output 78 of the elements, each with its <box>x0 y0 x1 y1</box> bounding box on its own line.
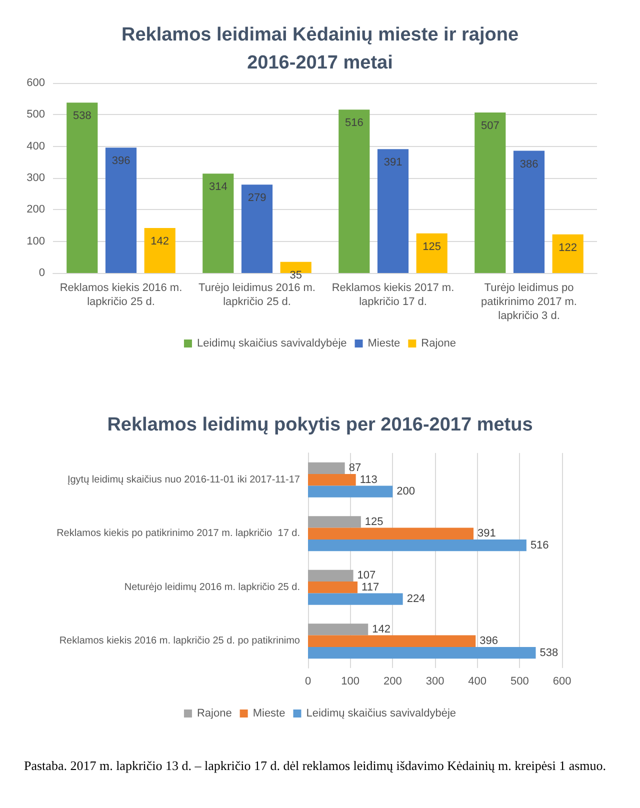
y-tick-label: 300 <box>26 172 45 184</box>
x-tick-label: 400 <box>468 676 487 688</box>
bar <box>202 174 234 273</box>
data-label: 224 <box>406 593 426 606</box>
data-label: 117 <box>362 581 380 594</box>
x-tick-label: 600 <box>552 676 572 688</box>
bar <box>308 474 356 486</box>
legend-label: Rajone <box>421 338 456 350</box>
data-label: 516 <box>344 117 364 130</box>
bar <box>308 528 474 540</box>
data-label: 279 <box>248 192 266 204</box>
data-label: 113 <box>360 474 378 486</box>
bar <box>308 462 345 474</box>
data-label: 507 <box>480 120 500 132</box>
bar <box>513 150 545 273</box>
legend-label: Rajone <box>196 708 232 720</box>
legend-label: Leidimų skaičius savivaldybėje <box>196 338 347 350</box>
bar <box>308 570 354 582</box>
data-label: 125 <box>422 240 442 253</box>
y-tick-label: Reklamos kiekis 2016 m. lapkričio 25 d. po patikrinimo <box>59 636 300 647</box>
data-label: 538 <box>72 110 92 122</box>
y-tick-label: 400 <box>26 140 45 152</box>
bar <box>338 110 370 273</box>
bar <box>241 184 273 273</box>
data-label: 386 <box>520 158 538 170</box>
bar <box>552 234 584 273</box>
data-label: 200 <box>396 486 416 498</box>
bar <box>377 149 409 273</box>
bar <box>308 593 403 605</box>
y-tick-label: 500 <box>26 108 45 121</box>
x-tick-label: 100 <box>341 676 360 688</box>
bar <box>308 624 368 636</box>
y-tick-label: Neturėjo leidimų 2016 m. lapkričio 25 d. <box>124 582 300 593</box>
y-tick-label: 100 <box>26 235 45 248</box>
bar <box>144 228 176 273</box>
x-tick-label: Reklamos kiekis 2016 m. lapkričio 25 d. <box>60 282 182 308</box>
bar <box>308 516 361 528</box>
y-tick-label: 0 <box>38 267 45 279</box>
data-label: 391 <box>384 156 402 169</box>
bar <box>308 539 526 552</box>
data-label: 87 <box>348 462 362 474</box>
data-label: 314 <box>208 181 228 194</box>
data-label: 35 <box>290 269 302 282</box>
data-label: 125 <box>364 516 384 528</box>
data-label: 122 <box>558 242 578 254</box>
y-tick-label: Reklamos kiekis po patikrinimo 2017 m. lapkričio 17 d. <box>56 528 300 540</box>
data-label: 107 <box>357 570 376 582</box>
data-label: 538 <box>540 646 558 659</box>
bar <box>416 233 448 273</box>
legend-label: Mieste <box>252 708 286 720</box>
chart-title: Reklamos leidimai Kėdainių mieste ir rajone 2016-2017 metai <box>121 24 519 74</box>
y-tick-label: 600 <box>26 77 45 89</box>
legend-label: Leidimų skaičius savivaldybėje <box>306 708 456 720</box>
bar <box>474 112 506 273</box>
data-label: 396 <box>112 155 130 168</box>
bar <box>308 646 536 659</box>
x-tick-label: Reklamos kiekis 2017 m. lapkričio 17 d. <box>332 282 454 308</box>
bar <box>308 635 476 647</box>
x-tick-label: Turėjo leidimus po patikrinimo 2017 m. lapkričio 3 d. <box>481 282 577 322</box>
bar <box>105 148 137 273</box>
data-label: 142 <box>150 236 170 248</box>
text: Pastaba. 2017 m. lapkričio 13 d. – lapkričio 17 d. dėl reklamos leidimų išdavimo Kėdainių m. kreipėsi 1 asmuo. <box>23 758 608 774</box>
x-tick-label: 300 <box>426 676 444 688</box>
legend-label: Mieste <box>368 338 400 350</box>
x-tick-label: 500 <box>510 676 529 688</box>
bar <box>66 102 98 273</box>
chart-title: Reklamos leidimų pokytis per 2016-2017 metus <box>107 414 533 436</box>
x-tick-label: 200 <box>383 676 402 688</box>
data-label: 142 <box>372 623 390 636</box>
data-label: 391 <box>478 528 496 540</box>
bar <box>308 582 358 594</box>
y-tick-label: Įgytų leidimų skaičius nuo 2016-11-01 iki 2017-11-17 <box>67 474 300 486</box>
x-tick-label: Turėjo leidimus 2016 m. lapkričio 25 d. <box>198 282 316 308</box>
x-tick-label: 0 <box>304 676 312 688</box>
data-label: 396 <box>480 635 498 648</box>
bar <box>308 486 393 498</box>
y-tick-label: 200 <box>26 204 45 216</box>
data-label: 516 <box>530 539 549 552</box>
